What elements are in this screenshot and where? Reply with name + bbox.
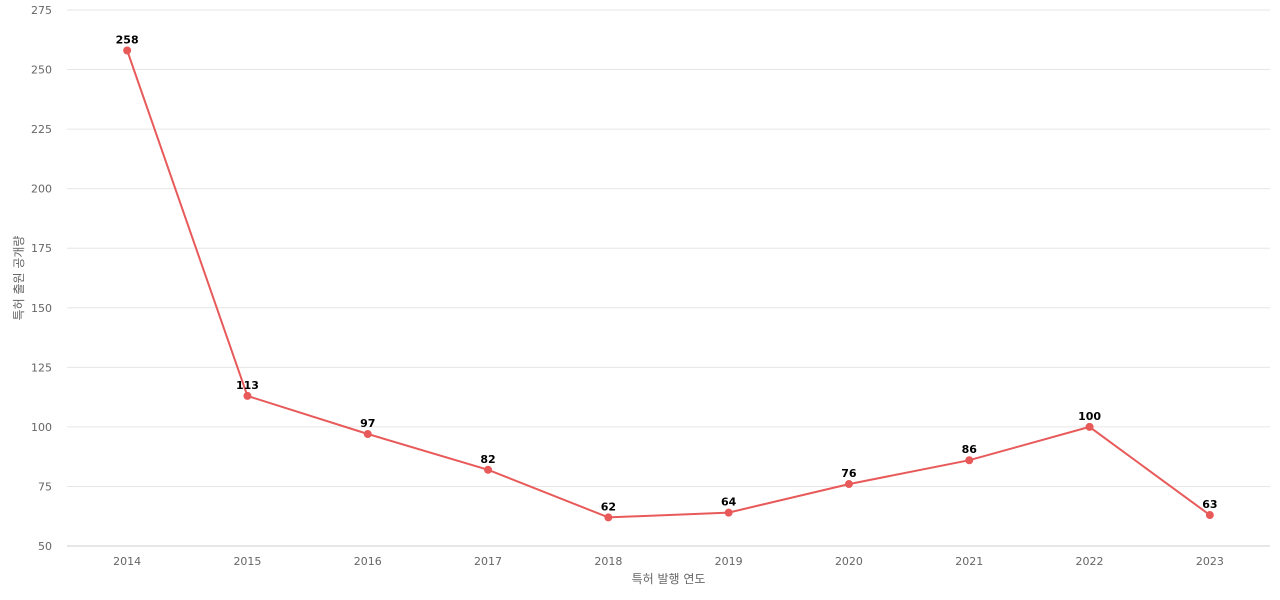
data-point[interactable]	[604, 513, 613, 522]
y-tick-label: 250	[31, 64, 52, 77]
y-axis-ticks: 50 75 100 125 150 175 200 225 250 275	[31, 4, 52, 553]
y-tick-label: 125	[31, 361, 52, 374]
x-tick-label: 2016	[354, 555, 382, 568]
data-points	[123, 46, 1214, 522]
data-point[interactable]	[844, 480, 853, 489]
data-point[interactable]	[1205, 511, 1214, 520]
x-tick-label: 2015	[233, 555, 261, 568]
data-label: 76	[841, 467, 857, 480]
x-tick-label: 2021	[955, 555, 983, 568]
series-line	[126, 50, 1211, 519]
x-tick-label: 2023	[1196, 555, 1224, 568]
data-label: 64	[721, 496, 737, 509]
y-tick-label: 225	[31, 123, 52, 136]
data-point[interactable]	[243, 391, 252, 400]
data-point[interactable]	[363, 430, 372, 439]
data-point[interactable]	[724, 508, 733, 517]
x-tick-label: 2019	[715, 555, 743, 568]
y-tick-label: 150	[31, 302, 52, 315]
data-labels: 258 113 97 82 62 64 76 86 100 63	[116, 33, 1218, 513]
x-axis-ticks: 2014 2015 2016 2017 2018 2019 2020 2021 2022 2023	[113, 555, 1224, 568]
data-label: 62	[601, 500, 616, 513]
y-tick-label: 175	[31, 242, 52, 255]
data-label: 82	[480, 453, 495, 466]
data-point[interactable]	[123, 46, 132, 55]
y-tick-label: 200	[31, 183, 52, 196]
y-tick-label: 100	[31, 421, 52, 434]
x-tick-label: 2022	[1076, 555, 1104, 568]
x-tick-label: 2020	[835, 555, 863, 568]
y-tick-label: 50	[38, 540, 52, 553]
data-label: 97	[360, 417, 375, 430]
grid-layer	[67, 9, 1270, 547]
data-label: 258	[116, 33, 139, 46]
data-label: 86	[962, 443, 978, 456]
y-tick-label: 75	[38, 480, 52, 493]
x-tick-label: 2017	[474, 555, 502, 568]
y-tick-label: 275	[31, 4, 52, 17]
data-label: 63	[1202, 498, 1217, 511]
data-label: 100	[1078, 410, 1101, 423]
x-tick-label: 2018	[594, 555, 622, 568]
data-point[interactable]	[1085, 422, 1094, 431]
data-point[interactable]	[965, 456, 974, 465]
y-axis-title: 특허 출원 공개량	[12, 236, 26, 321]
x-tick-label: 2014	[113, 555, 141, 568]
data-label: 113	[236, 379, 259, 392]
x-axis-title: 특허 발행 연도	[632, 571, 706, 586]
data-point[interactable]	[484, 465, 493, 474]
